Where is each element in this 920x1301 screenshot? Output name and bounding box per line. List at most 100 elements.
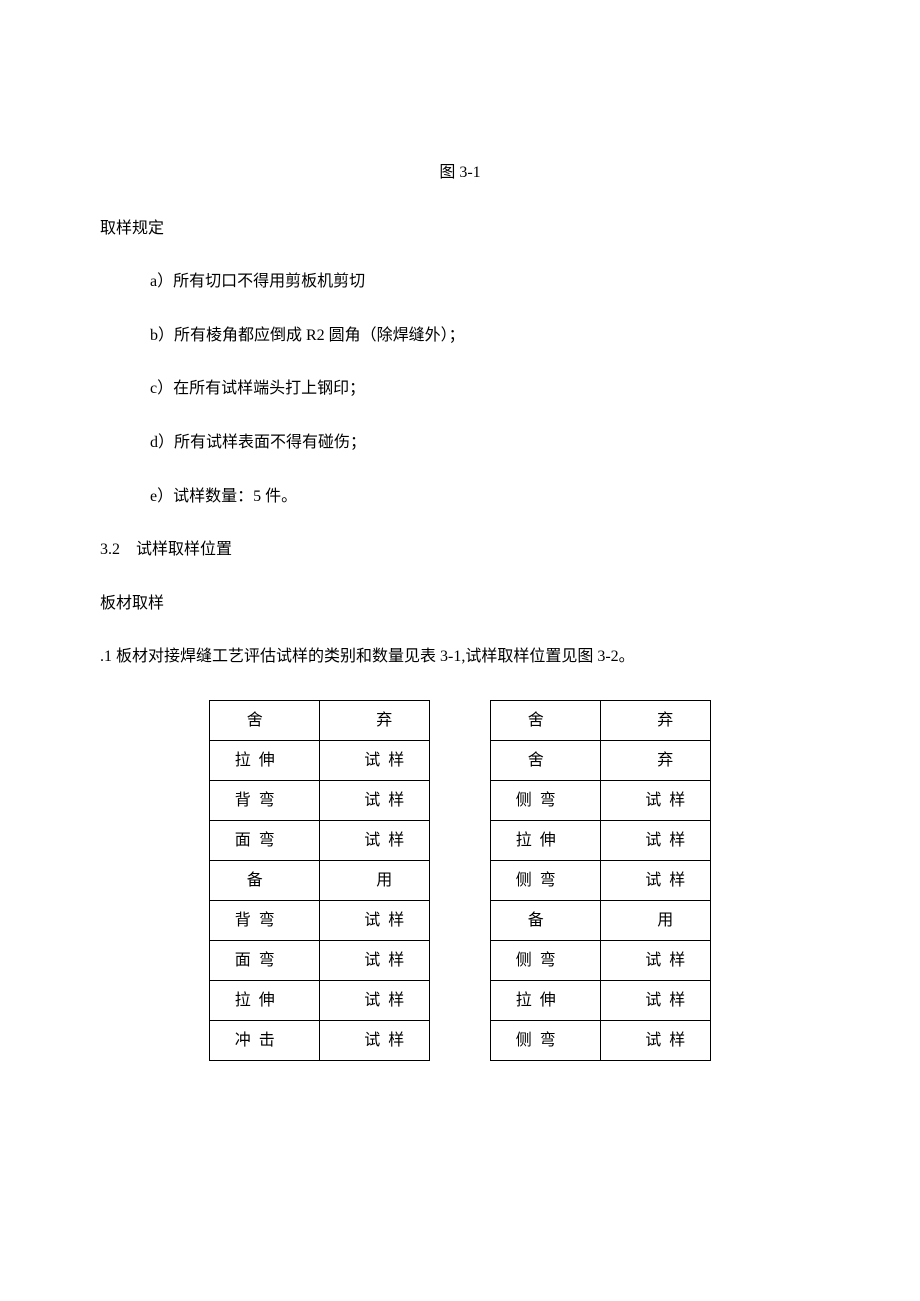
table-cell: 试样 [340, 1020, 430, 1060]
table-cell: 侧弯 [491, 1020, 581, 1060]
table-cell [601, 860, 621, 900]
table-cell [581, 900, 601, 940]
table-cell: 拉伸 [210, 740, 300, 780]
table-row: 背弯试样 [210, 900, 430, 940]
table-cell: 背弯 [210, 900, 300, 940]
table-cell: 冲击 [210, 1020, 300, 1060]
table-row: 拉伸试样 [210, 740, 430, 780]
table-row: 拉伸试样 [210, 980, 430, 1020]
table-row: 备用 [210, 860, 430, 900]
table-cell [581, 940, 601, 980]
table-cell: 侧弯 [491, 940, 581, 980]
table-cell [300, 860, 320, 900]
table-cell: 拉伸 [210, 980, 300, 1020]
table-cell: 备 [491, 900, 581, 940]
table-row: 侧弯试样 [491, 780, 711, 820]
table-cell: 试样 [340, 740, 430, 780]
table-left: 舍弃拉伸试样背弯试样面弯试样备用背弯试样面弯试样拉伸试样冲击试样 [209, 700, 430, 1061]
table-cell [300, 820, 320, 860]
table-cell [320, 740, 340, 780]
table-cell [320, 980, 340, 1020]
table-cell: 备 [210, 860, 300, 900]
table-row: 舍弃 [210, 700, 430, 740]
table-cell: 舍 [210, 700, 300, 740]
table-cell: 试样 [340, 900, 430, 940]
table-cell: 弃 [621, 740, 711, 780]
tables-container: 舍弃拉伸试样背弯试样面弯试样备用背弯试样面弯试样拉伸试样冲击试样 舍弃舍弃侧弯试… [100, 700, 820, 1061]
figure-label: 图 3-1 [100, 160, 820, 186]
table-cell [601, 780, 621, 820]
table-cell: 试样 [621, 980, 711, 1020]
table-row: 舍弃 [491, 700, 711, 740]
table-cell [581, 860, 601, 900]
section-3-2: 3.2 试样取样位置 [100, 537, 820, 563]
table-cell [320, 860, 340, 900]
table-cell [601, 740, 621, 780]
table-cell: 用 [340, 860, 430, 900]
table-cell: 弃 [621, 700, 711, 740]
table-cell: 面弯 [210, 940, 300, 980]
table-cell: 试样 [340, 980, 430, 1020]
table-right: 舍弃舍弃侧弯试样拉伸试样侧弯试样备用侧弯试样拉伸试样侧弯试样 [490, 700, 711, 1061]
table-cell: 试样 [621, 780, 711, 820]
table-cell [300, 940, 320, 980]
table-cell [601, 940, 621, 980]
item-b: b）所有棱角都应倒成 R2 圆角（除焊缝外）； [150, 323, 820, 349]
table-cell [581, 740, 601, 780]
table-cell [320, 700, 340, 740]
table-cell: 舍 [491, 740, 581, 780]
table-row: 面弯试样 [210, 940, 430, 980]
table-row: 舍弃 [491, 740, 711, 780]
table-cell: 弃 [340, 700, 430, 740]
table-cell [300, 1020, 320, 1060]
table-cell [320, 1020, 340, 1060]
table-cell [581, 980, 601, 1020]
table-cell: 背弯 [210, 780, 300, 820]
table-cell: 拉伸 [491, 820, 581, 860]
table-cell [300, 780, 320, 820]
table-cell: 面弯 [210, 820, 300, 860]
table-cell [601, 700, 621, 740]
table-cell: 试样 [340, 940, 430, 980]
table-cell [601, 1020, 621, 1060]
table-cell [581, 1020, 601, 1060]
table-cell: 试样 [340, 820, 430, 860]
table-row: 拉伸试样 [491, 980, 711, 1020]
item-c: c）在所有试样端头打上钢印； [150, 376, 820, 402]
table-cell [601, 820, 621, 860]
table-cell [320, 940, 340, 980]
table-row: 侧弯试样 [491, 860, 711, 900]
table-cell [300, 980, 320, 1020]
table-row: 侧弯试样 [491, 940, 711, 980]
table-cell: 试样 [621, 940, 711, 980]
item-e: e）试样数量：5 件。 [150, 484, 820, 510]
table-row: 冲击试样 [210, 1020, 430, 1060]
table-cell [300, 900, 320, 940]
table-row: 拉伸试样 [491, 820, 711, 860]
table-cell: 舍 [491, 700, 581, 740]
sampling-heading: 取样规定 [100, 216, 820, 242]
table-row: 备用 [491, 900, 711, 940]
table-cell: 侧弯 [491, 780, 581, 820]
table-cell [300, 740, 320, 780]
table-row: 背弯试样 [210, 780, 430, 820]
table-cell [320, 820, 340, 860]
paragraph-1: .1 板材对接焊缝工艺评估试样的类别和数量见表 3-1,试样取样位置见图 3-2… [100, 644, 820, 670]
table-cell: 拉伸 [491, 980, 581, 1020]
table-cell [320, 780, 340, 820]
table-cell: 试样 [621, 820, 711, 860]
table-row: 侧弯试样 [491, 1020, 711, 1060]
plate-sampling-heading: 板材取样 [100, 591, 820, 617]
table-cell [300, 700, 320, 740]
table-cell [581, 700, 601, 740]
table-cell: 用 [621, 900, 711, 940]
table-cell: 试样 [340, 780, 430, 820]
table-cell: 试样 [621, 860, 711, 900]
table-cell [601, 900, 621, 940]
table-cell [581, 820, 601, 860]
table-row: 面弯试样 [210, 820, 430, 860]
table-cell [601, 980, 621, 1020]
table-cell: 试样 [621, 1020, 711, 1060]
item-a: a）所有切口不得用剪板机剪切 [150, 269, 820, 295]
item-d: d）所有试样表面不得有碰伤； [150, 430, 820, 456]
